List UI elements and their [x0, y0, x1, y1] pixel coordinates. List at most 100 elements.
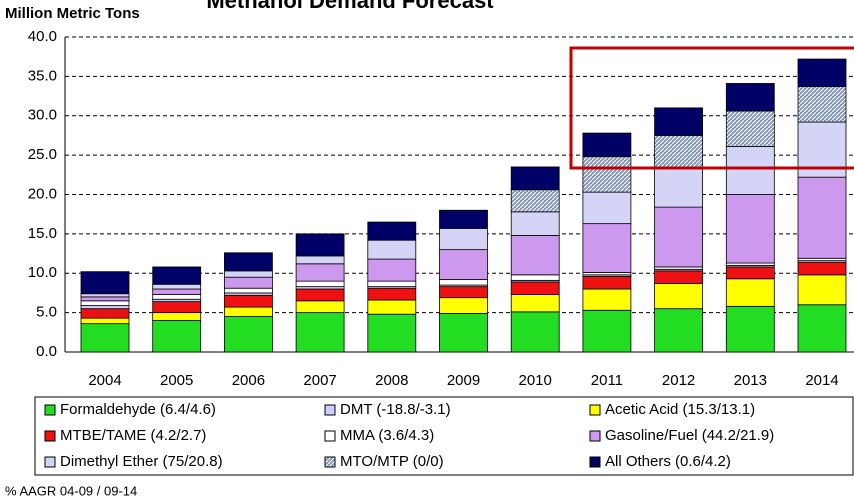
legend-swatch — [589, 404, 601, 416]
bar-segment — [80, 271, 130, 295]
bar-segment — [797, 176, 847, 259]
bar-segment — [439, 279, 488, 286]
x-tick-label: 2011 — [591, 372, 623, 389]
bar-segment — [152, 283, 202, 290]
bar-segment — [725, 110, 775, 147]
y-tick-label: 40.0 — [28, 28, 57, 45]
bar-segment — [439, 286, 488, 299]
bar-segment — [152, 301, 202, 314]
bar-segment — [367, 287, 417, 301]
bar-segment — [725, 83, 775, 112]
bar-segment — [152, 288, 202, 295]
bar-segment — [654, 270, 703, 284]
x-tick-label: 2007 — [303, 372, 336, 389]
bar-segment — [223, 316, 273, 353]
y-tick-label: 15.0 — [28, 225, 57, 242]
bar-segment — [295, 300, 345, 314]
bar-segment — [510, 311, 560, 353]
y-tick-label: 0.0 — [36, 343, 57, 360]
chart-title: Methanol Demand Forecast — [206, 0, 494, 13]
legend-swatch — [44, 404, 56, 416]
bar-segment — [797, 58, 847, 88]
legend-box — [34, 396, 854, 476]
bar-segment — [654, 135, 703, 169]
x-tick-label: 2004 — [88, 372, 121, 389]
bar-segment — [439, 227, 488, 251]
bar-segment — [439, 249, 488, 280]
x-tick-label: 2010 — [519, 372, 552, 389]
x-tick-label: 2009 — [447, 372, 480, 389]
bar-segment — [797, 274, 847, 306]
legend-swatch — [589, 456, 601, 468]
legend-label: All Others (0.6/4.2) — [605, 453, 731, 470]
bar-segment — [367, 280, 417, 288]
bar-segment — [510, 274, 560, 281]
legend-label: Dimethyl Ether (75/20.8) — [60, 453, 223, 470]
footnote: % AAGR 04-09 / 09-14 — [5, 483, 137, 498]
bar-segment — [510, 294, 560, 313]
legend-label: Formaldehyde (6.4/4.6) — [60, 401, 216, 418]
legend-label: Acetic Acid (15.3/13.1) — [605, 401, 755, 418]
bar-segment — [654, 283, 703, 310]
bar-segment — [725, 194, 775, 264]
bar-segment — [582, 275, 632, 290]
y-tick-label: 30.0 — [28, 107, 57, 124]
bar-segment — [80, 323, 130, 353]
bar-segment — [80, 300, 130, 306]
bar-segment — [582, 288, 632, 311]
bar-segment — [725, 278, 775, 307]
legend-label: Gasoline/Fuel (44.2/21.9) — [605, 427, 774, 444]
bar-segment — [797, 86, 847, 123]
y-tick-label: 25.0 — [28, 146, 57, 163]
bar-segment — [152, 294, 202, 300]
legend-swatch — [324, 456, 336, 468]
bar-segment — [654, 168, 703, 208]
legend-label: DMT (-18.8/-3.1) — [340, 401, 451, 418]
bar-segment — [295, 312, 345, 353]
x-tick-label: 2013 — [734, 372, 767, 389]
bar-segment — [654, 107, 703, 136]
legend-swatch — [324, 404, 336, 416]
bar-segment — [295, 255, 345, 265]
legend-label: MTBE/TAME (4.2/2.7) — [60, 427, 206, 444]
bar-segment — [295, 288, 345, 302]
y-tick-label: 20.0 — [28, 185, 57, 202]
legend-swatch — [44, 430, 56, 442]
x-tick-label: 2008 — [375, 372, 408, 389]
legend-label: MMA (3.6/4.3) — [340, 427, 434, 444]
x-tick-label: 2005 — [160, 372, 193, 389]
bar-segment — [80, 308, 130, 319]
x-tick-label: 2006 — [232, 372, 265, 389]
bar-segment — [582, 309, 632, 353]
bar-segment — [367, 299, 417, 315]
bar-segment — [295, 280, 345, 288]
y-tick-label: 5.0 — [36, 304, 57, 321]
bar-segment — [439, 297, 488, 314]
bar-segment — [582, 191, 632, 225]
bar-segment — [152, 266, 202, 285]
bar-segment — [367, 258, 417, 282]
x-tick-label: 2014 — [805, 372, 838, 389]
bar-segment — [223, 306, 273, 317]
legend-swatch — [324, 430, 336, 442]
bar-segment — [367, 313, 417, 353]
bar-segment — [80, 296, 130, 302]
legend-swatch — [44, 456, 56, 468]
bar-segment — [223, 276, 273, 289]
bar-segment — [367, 239, 417, 260]
bar-segment — [797, 261, 847, 276]
bar-segment — [223, 287, 273, 294]
bar-segment — [367, 221, 417, 241]
x-tick-label: 2012 — [662, 372, 695, 389]
bar-segment — [725, 305, 775, 353]
bar-segment — [439, 209, 488, 229]
legend-label: MTO/MTP (0/0) — [340, 453, 444, 470]
bar-segment — [223, 270, 273, 278]
bar-segment — [654, 308, 703, 353]
bar-segment — [510, 235, 560, 276]
bar-segment — [725, 266, 775, 280]
y-axis-label: Million Metric Tons — [5, 5, 140, 22]
legend-swatch — [589, 430, 601, 442]
bar-segment — [295, 263, 345, 282]
